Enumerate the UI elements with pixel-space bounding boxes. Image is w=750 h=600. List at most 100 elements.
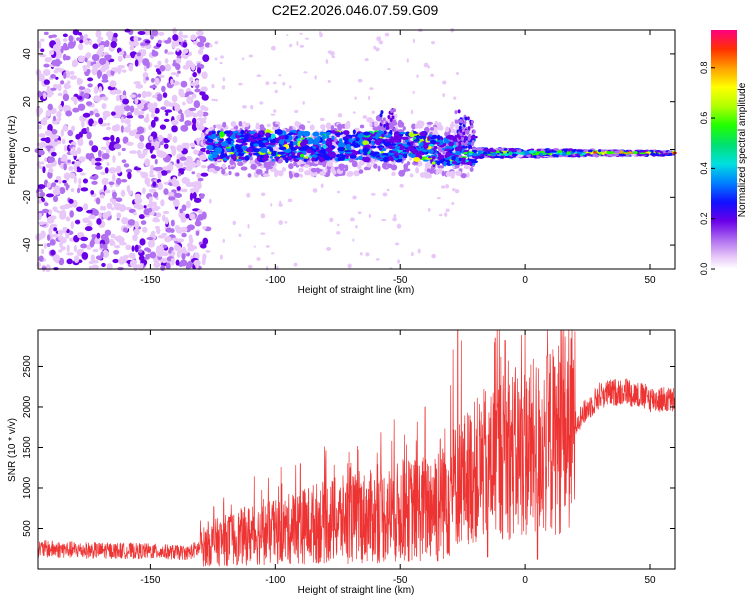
spectrogram-cell — [270, 133, 276, 139]
spectrogram-cell — [150, 112, 156, 118]
spectrogram-cell — [132, 129, 138, 133]
spectrogram-cell — [88, 265, 93, 269]
spectrogram-cell — [63, 163, 67, 171]
spectrogram-cell — [252, 152, 260, 156]
spectrogram-cell — [425, 162, 432, 167]
spectrogram-cell — [154, 140, 160, 149]
spectrogram-cell — [181, 232, 187, 238]
spectrogram-cell — [452, 187, 456, 192]
spectrogram-cell — [140, 258, 145, 264]
spectrogram-cell — [366, 163, 373, 168]
spectrogram-cell — [89, 110, 94, 116]
spectrogram-cell — [454, 146, 459, 152]
spectrogram-cell — [293, 172, 300, 178]
spectrogram-cell — [153, 64, 160, 68]
spectrogram-cell — [446, 134, 455, 140]
spectrogram-cell — [80, 187, 89, 192]
snr-xtick-label: -100 — [265, 575, 285, 586]
spectrogram-cell — [116, 212, 122, 219]
spectrogram-cell — [403, 163, 409, 170]
spectrogram-cell — [66, 258, 73, 265]
spectrogram-cell — [111, 67, 119, 72]
spectrogram-cell — [47, 123, 53, 132]
spectrogram-cell — [214, 40, 219, 45]
spectrogram-cell — [357, 78, 363, 83]
spectrogram-cell — [158, 181, 163, 188]
spectrogram-cell — [180, 80, 188, 88]
spectrogram-cell — [456, 71, 459, 75]
spectrogram-cell — [149, 164, 155, 172]
spectrogram-cell — [99, 44, 105, 48]
spectrogram-cell — [225, 146, 231, 149]
spectrogram-cell — [167, 191, 175, 197]
spectrogram-cell — [437, 70, 441, 74]
spectrogram-cell — [585, 153, 591, 156]
spectrogram-cell — [157, 60, 162, 66]
spectrogram-cell — [52, 188, 61, 196]
spectrogram-cell — [161, 232, 168, 237]
spectrogram-cell — [463, 120, 467, 125]
spectrogram-cell — [266, 123, 271, 128]
spectrogram-cell — [431, 161, 436, 165]
spectrogram-cell — [337, 146, 346, 152]
spectrogram-cell — [193, 259, 201, 267]
spectrogram-cell — [265, 132, 270, 137]
spectrogram-cell — [186, 142, 190, 150]
spectrogram-cell — [273, 169, 280, 174]
spectrogram-cell — [87, 83, 93, 88]
spectrogram-cell — [161, 166, 170, 172]
spectrogram-cell — [152, 102, 158, 108]
spectrogram-cell — [40, 230, 46, 239]
spectrogram-cell — [63, 104, 69, 110]
spectrogram-cell — [551, 150, 557, 153]
spectrogram-cell — [185, 155, 193, 164]
spectrogram-cell — [98, 117, 104, 125]
spectrogram-cell — [110, 233, 116, 239]
spectrogram-cell — [35, 107, 44, 115]
spectrogram-cell — [201, 71, 208, 80]
spectrogram-cell — [55, 50, 62, 58]
spectrogram-cell — [52, 134, 59, 139]
spectrogram-cell — [321, 127, 326, 132]
spectrogram-cell — [321, 134, 326, 141]
spectrogram-cell — [120, 116, 125, 124]
spectrogram-cell — [179, 259, 188, 267]
spectrogram-cell — [279, 200, 282, 206]
spectrogram-cell — [50, 74, 57, 79]
spectrogram-cell — [536, 148, 541, 152]
spectrogram-cell — [141, 90, 147, 99]
spectrogram-cell — [47, 103, 53, 111]
spectrogram-cell — [128, 40, 135, 46]
spectrogram-cell — [101, 152, 110, 160]
spectrogram-cell — [445, 184, 450, 189]
spectrogram-cell — [247, 264, 253, 269]
spectrogram-cell — [81, 120, 85, 128]
spectrogram-cell — [558, 155, 563, 158]
spectrogram-cell — [57, 92, 63, 97]
spectrogram-cell — [336, 223, 340, 227]
spectrogram-cell — [137, 141, 145, 150]
spectrogram-cell — [278, 220, 283, 226]
spectrogram-cell — [325, 147, 333, 152]
spectrogram-cell — [60, 129, 65, 137]
spectrogram-cell — [133, 35, 139, 43]
spectrogram-cell — [102, 212, 108, 220]
spectrogram-cell — [312, 131, 320, 137]
spectrogram-cell — [454, 152, 462, 156]
spectrogram-cell — [163, 99, 170, 107]
spectrogram-cell — [312, 188, 318, 193]
spectrogram-cell — [302, 101, 305, 105]
spectrogram-cell — [106, 263, 113, 271]
spectrogram-cell — [181, 204, 187, 212]
spectrogram-cell — [104, 167, 109, 174]
spectrogram-cell — [45, 163, 54, 169]
spectrogram-cell — [177, 37, 184, 43]
spectrogram-cell — [58, 235, 64, 242]
spectrogram-cell — [97, 149, 102, 158]
spectrogram-cell — [73, 255, 80, 264]
spectrogram-cell — [63, 71, 67, 79]
spectrogram-cell — [88, 214, 96, 220]
spectrogram-cell — [559, 152, 563, 155]
spectrogram-cell — [288, 132, 295, 135]
